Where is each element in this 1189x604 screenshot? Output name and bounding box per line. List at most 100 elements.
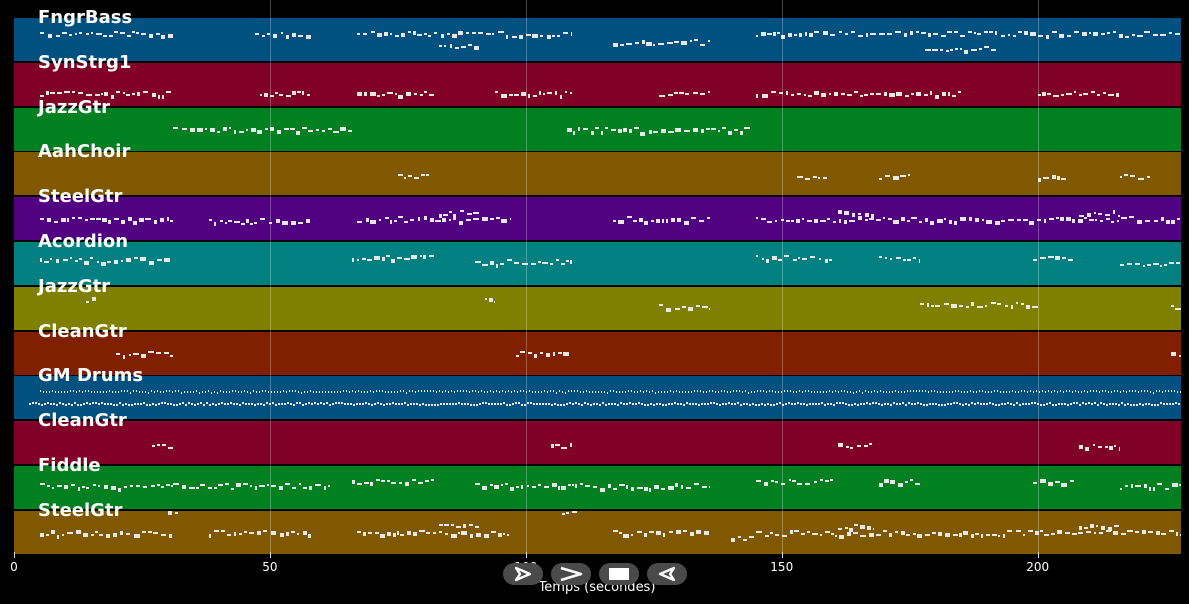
note	[135, 31, 140, 34]
note	[183, 391, 186, 394]
note	[495, 91, 498, 94]
note	[710, 402, 712, 405]
note	[975, 532, 980, 535]
note	[397, 173, 403, 176]
note	[784, 255, 790, 258]
note	[851, 213, 856, 218]
note	[915, 390, 918, 393]
note	[849, 527, 853, 532]
note	[1116, 389, 1119, 392]
note	[747, 391, 750, 394]
note	[285, 483, 290, 486]
stop-button[interactable]	[599, 563, 639, 585]
note	[383, 403, 385, 406]
note	[919, 258, 920, 263]
note	[98, 403, 100, 406]
note	[1053, 389, 1056, 392]
note	[161, 35, 166, 40]
note	[294, 389, 297, 392]
note	[284, 403, 286, 406]
note	[299, 483, 302, 486]
note	[1071, 390, 1074, 393]
note	[942, 391, 945, 394]
note	[701, 485, 707, 488]
note	[302, 403, 304, 406]
note	[981, 218, 985, 221]
note	[1047, 255, 1054, 258]
note	[295, 131, 301, 136]
note	[108, 390, 111, 393]
note	[543, 389, 546, 392]
note	[165, 390, 168, 393]
note	[820, 92, 826, 97]
note	[1024, 30, 1029, 35]
note	[87, 390, 90, 393]
note	[231, 487, 235, 490]
note	[761, 93, 768, 98]
note	[778, 92, 784, 95]
note	[693, 390, 696, 393]
note	[237, 390, 240, 393]
note	[204, 128, 208, 131]
note	[723, 389, 726, 392]
note	[461, 531, 467, 536]
note	[1117, 214, 1120, 217]
note	[761, 403, 763, 406]
note	[64, 484, 69, 489]
note	[626, 42, 633, 45]
note	[869, 402, 871, 405]
note	[318, 390, 321, 393]
note	[1148, 403, 1150, 406]
note	[140, 32, 146, 35]
note	[644, 220, 649, 225]
note	[408, 174, 413, 177]
note	[644, 532, 647, 537]
note	[838, 209, 843, 214]
note	[403, 176, 407, 179]
note	[819, 534, 823, 537]
note	[1089, 389, 1092, 392]
note	[1120, 216, 1127, 219]
note	[405, 92, 412, 97]
play-forward-button[interactable]	[503, 563, 543, 585]
note	[156, 259, 162, 262]
fast-forward-button[interactable]	[551, 563, 591, 585]
note	[1142, 265, 1145, 268]
note	[985, 534, 991, 537]
note	[176, 403, 178, 406]
track-name: Acordion	[38, 231, 129, 252]
note	[443, 402, 445, 405]
note	[1076, 402, 1078, 405]
rewind-button[interactable]	[647, 563, 687, 585]
note	[409, 218, 415, 221]
note	[390, 219, 393, 224]
note	[55, 258, 60, 263]
note	[233, 129, 237, 134]
note	[1160, 217, 1164, 222]
note	[1111, 220, 1114, 223]
note	[458, 30, 464, 35]
note	[361, 257, 366, 260]
note	[1103, 402, 1105, 405]
note	[1061, 177, 1067, 180]
note	[571, 484, 574, 487]
note	[895, 31, 902, 34]
note	[643, 487, 648, 492]
note	[668, 486, 674, 491]
note	[666, 308, 672, 313]
note	[1112, 402, 1114, 405]
note	[565, 260, 569, 263]
note	[45, 534, 50, 537]
note	[306, 94, 311, 97]
note	[740, 403, 742, 406]
x-tick-label: 200	[1026, 560, 1050, 574]
note	[1152, 487, 1156, 492]
note	[869, 532, 875, 537]
note	[377, 402, 379, 405]
note	[636, 390, 639, 393]
note	[561, 513, 565, 516]
note	[239, 403, 241, 406]
note	[601, 131, 604, 136]
note	[791, 93, 795, 96]
note	[657, 390, 660, 393]
